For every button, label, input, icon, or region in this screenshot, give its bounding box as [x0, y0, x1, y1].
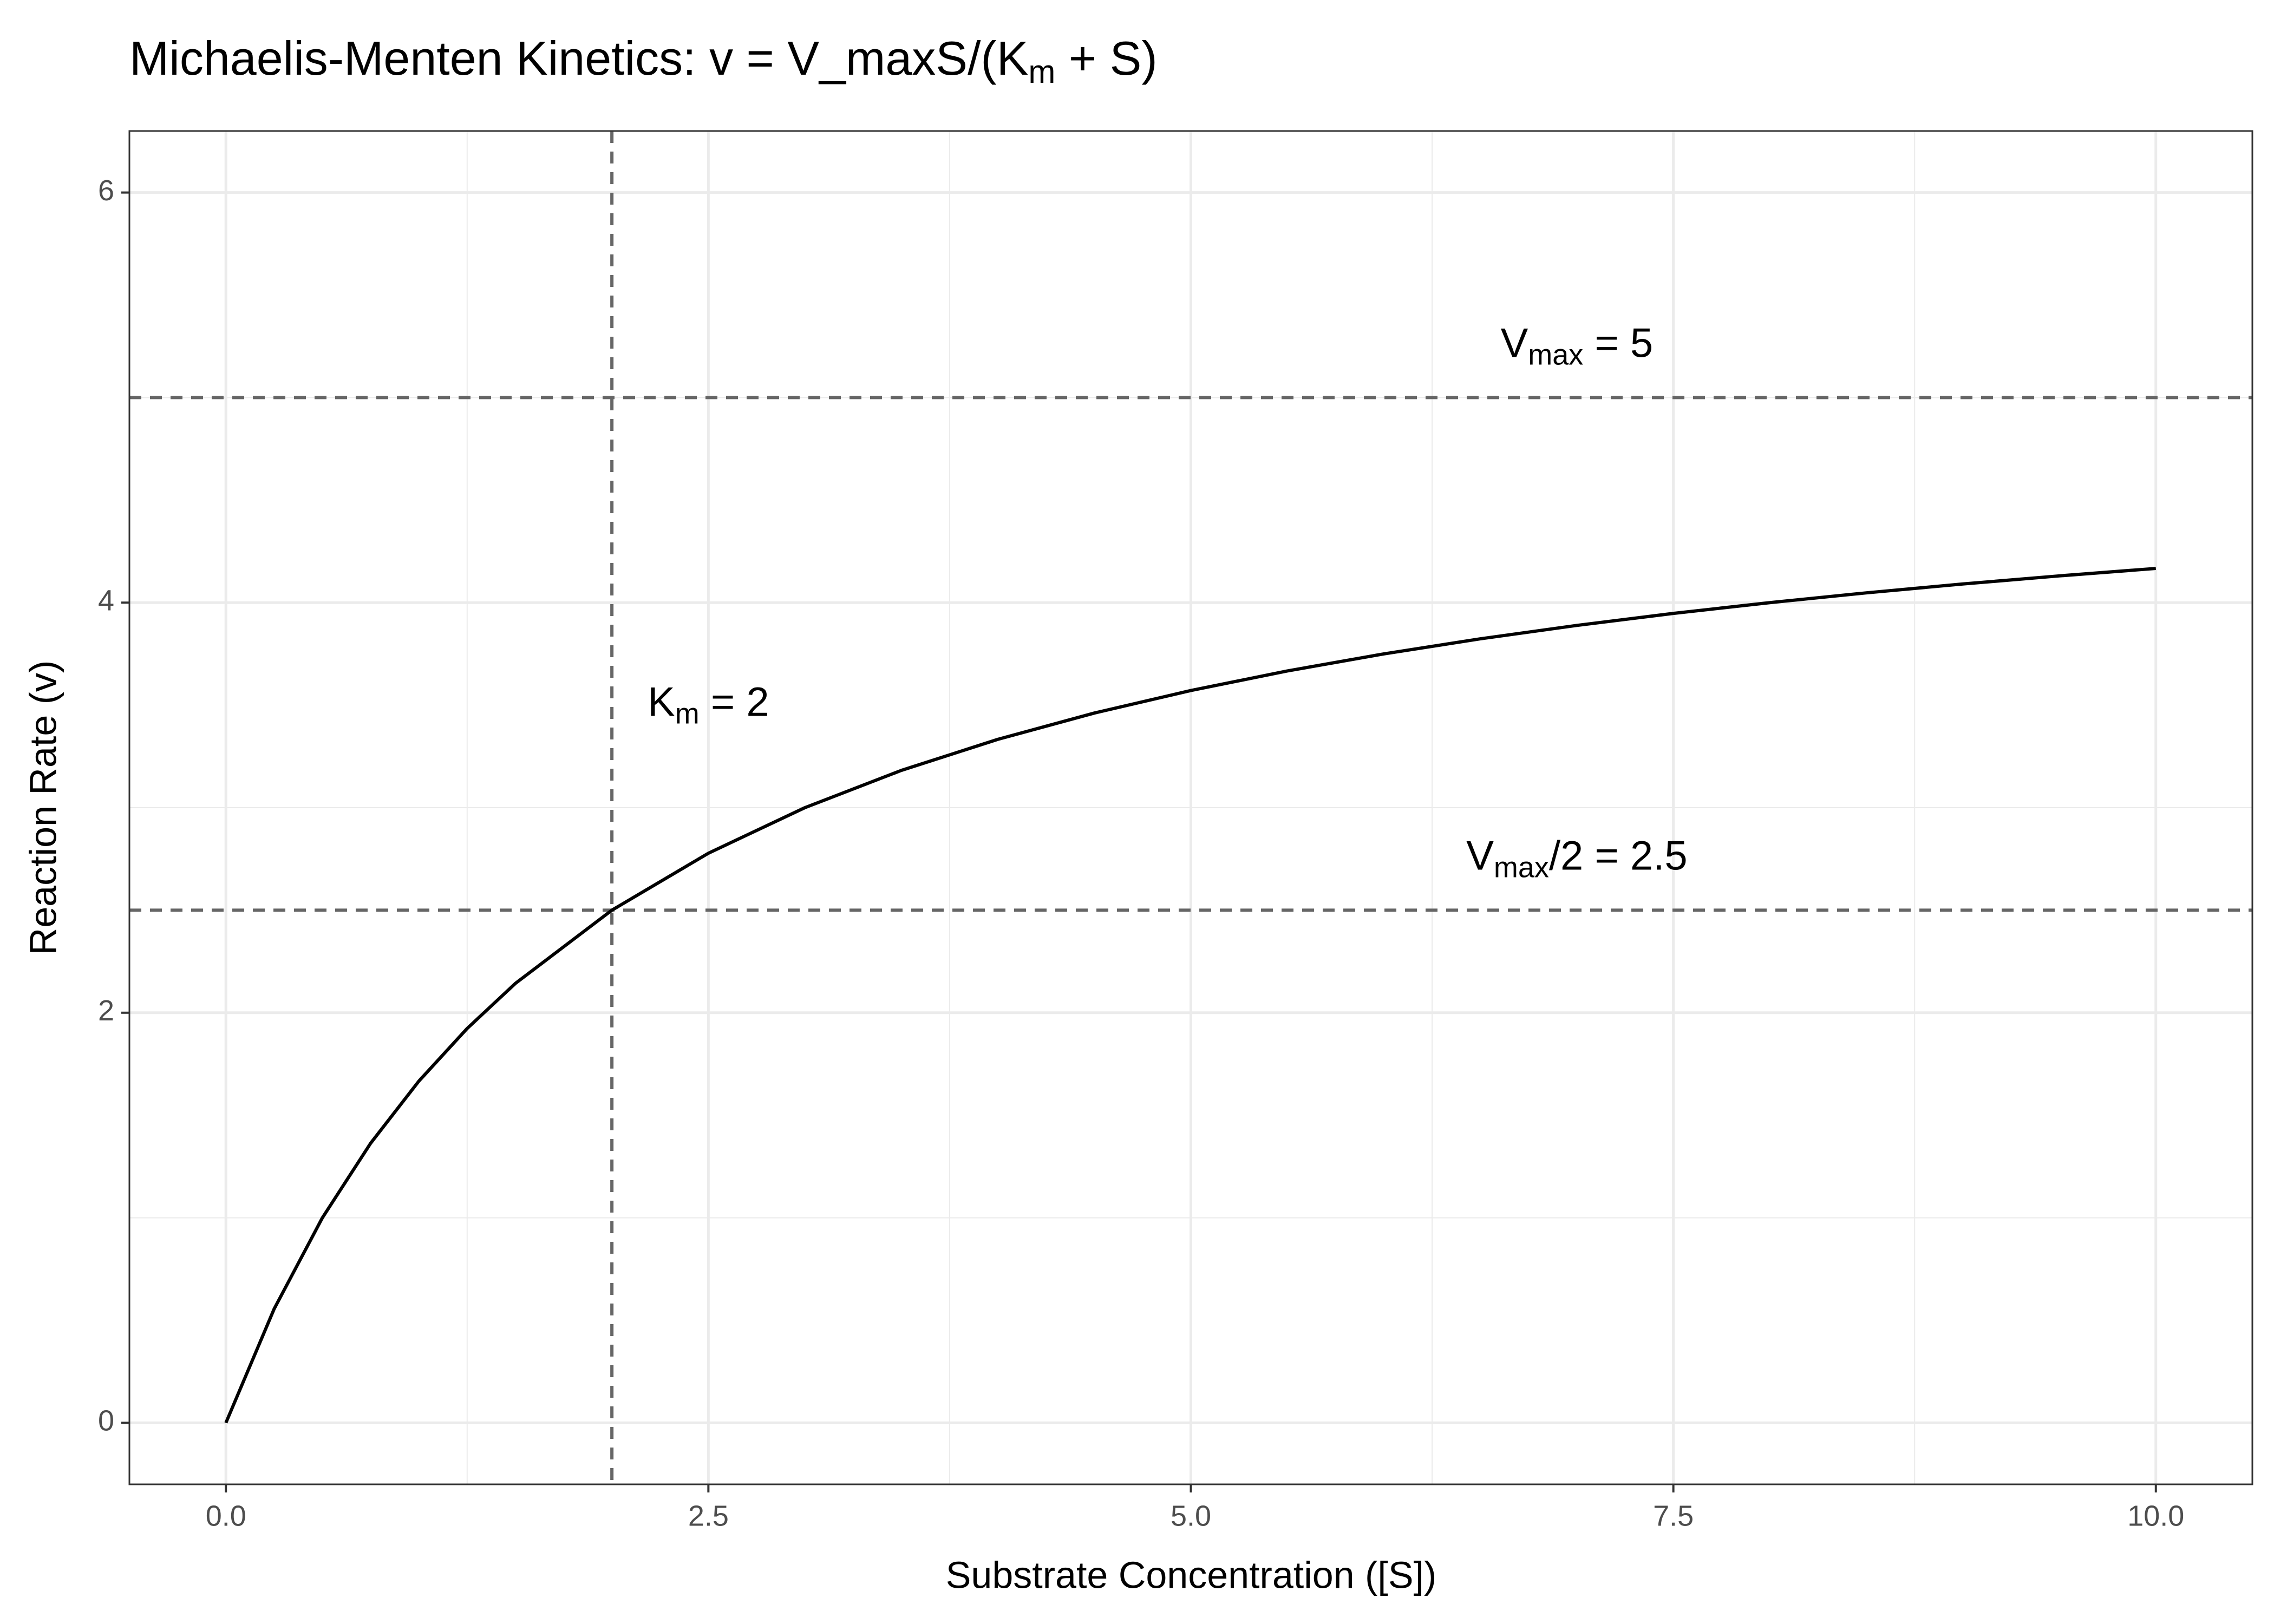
x-tick-label: 0.0	[206, 1499, 246, 1532]
title-part: Michaelis-Menten Kinetics: v = V_maxS/(K	[129, 31, 1028, 85]
annotation: Km = 2	[648, 679, 769, 730]
title-part: + S)	[1055, 31, 1157, 85]
x-tick-label: 7.5	[1653, 1499, 1694, 1532]
y-tick-label: 6	[98, 174, 114, 207]
annotation-part: = 2	[700, 679, 769, 725]
annotation-sub: max	[1528, 339, 1583, 371]
title-sub: m	[1028, 54, 1055, 90]
annotation: Vmax/2 = 2.5	[1466, 833, 1687, 884]
annotation-part: = 5	[1583, 320, 1653, 366]
annotation-sub: max	[1494, 852, 1549, 884]
data-line	[224, 567, 2157, 1424]
x-tick-label: 10.0	[2127, 1499, 2184, 1532]
annotation-sub: m	[675, 698, 700, 730]
annotation-part: V	[1501, 320, 1528, 366]
y-axis-title: Reaction Rate (v)	[22, 660, 64, 955]
annotation: Vmax = 5	[1501, 320, 1654, 371]
x-tick-label: 2.5	[688, 1499, 729, 1532]
y-tick-label: 0	[98, 1405, 114, 1437]
chart-title: Michaelis-Menten Kinetics: v = V_maxS/(K…	[129, 31, 1158, 90]
x-tick-label: 5.0	[1171, 1499, 1211, 1532]
y-tick-label: 2	[98, 994, 114, 1027]
panel-border	[128, 130, 2253, 1485]
annotation-part: V	[1466, 833, 1494, 879]
y-tick-label: 4	[98, 584, 114, 617]
annotation-part: K	[648, 679, 675, 725]
x-axis-title: Substrate Concentration ([S])	[946, 1554, 1437, 1596]
annotation-part: /2 = 2.5	[1549, 833, 1688, 879]
